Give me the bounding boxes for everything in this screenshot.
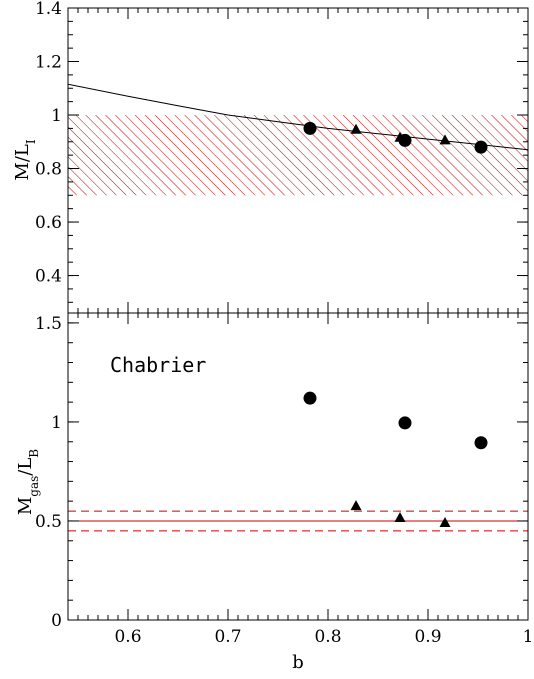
top-y-tick-labels: 0.4 0.6 0.8 1 1.2 1.4	[35, 0, 62, 287]
bottom-tick-labels: 0 0.5 1 1.5 0.6 0.7 0.8 0.9 1	[35, 314, 533, 647]
x-tick-label: 0.9	[414, 627, 441, 647]
top-panel: 0.4 0.6 0.8 1 1.2 1.4 M/LI	[12, 0, 529, 314]
y-tick-label: 0	[51, 611, 62, 631]
model-curve-line	[68, 83, 528, 151]
top-data-points	[303, 121, 488, 154]
bottom-circle-point	[303, 391, 317, 405]
bottom-data-points	[303, 391, 488, 527]
model-curve	[68, 83, 528, 151]
top-y-axis-label: M/LI	[12, 139, 38, 180]
bottom-triangle-point	[394, 511, 406, 522]
reference-lines	[68, 510, 528, 532]
bottom-panel: 0 0.5 1 1.5 0.6 0.7 0.8 0.9 1 Chabrier Mgas/LB b	[15, 312, 533, 673]
y-tick-label: 0.8	[35, 160, 62, 180]
y-tick-label: 0.5	[35, 512, 62, 532]
y-tick-label: 0.6	[35, 213, 62, 233]
y-tick-label: 1.4	[35, 0, 62, 19]
top-triangle-point	[439, 134, 451, 145]
bottom-triangle-point	[439, 516, 451, 527]
top-triangle-point	[394, 131, 406, 142]
x-tick-label: 0.8	[314, 627, 341, 647]
top-circle-point	[474, 140, 488, 154]
chabrier-annotation: Chabrier	[110, 353, 206, 377]
y-tick-label: 1.5	[35, 314, 62, 334]
y-tick-label: 1.2	[35, 53, 62, 73]
top-circle-point	[303, 121, 317, 135]
bottom-plot-frame	[67, 312, 529, 621]
x-tick-label: 1	[523, 627, 534, 647]
x-tick-label: 0.6	[114, 627, 141, 647]
y-tick-label: 1	[51, 106, 62, 126]
x-tick-label: 0.7	[214, 627, 241, 647]
top-triangle-point	[350, 123, 362, 134]
bottom-triangle-point	[350, 500, 362, 511]
y-tick-label: 1	[51, 413, 62, 433]
bottom-circle-point	[398, 416, 412, 430]
y-tick-label: 0.4	[35, 267, 62, 287]
x-axis-label: b	[292, 652, 304, 673]
bottom-circle-point	[474, 436, 488, 450]
bottom-y-axis-label: Mgas/LB	[15, 449, 41, 515]
hatched-band-area	[68, 115, 528, 196]
top-axis-ticks	[68, 7, 529, 313]
hatched-band	[68, 115, 528, 196]
